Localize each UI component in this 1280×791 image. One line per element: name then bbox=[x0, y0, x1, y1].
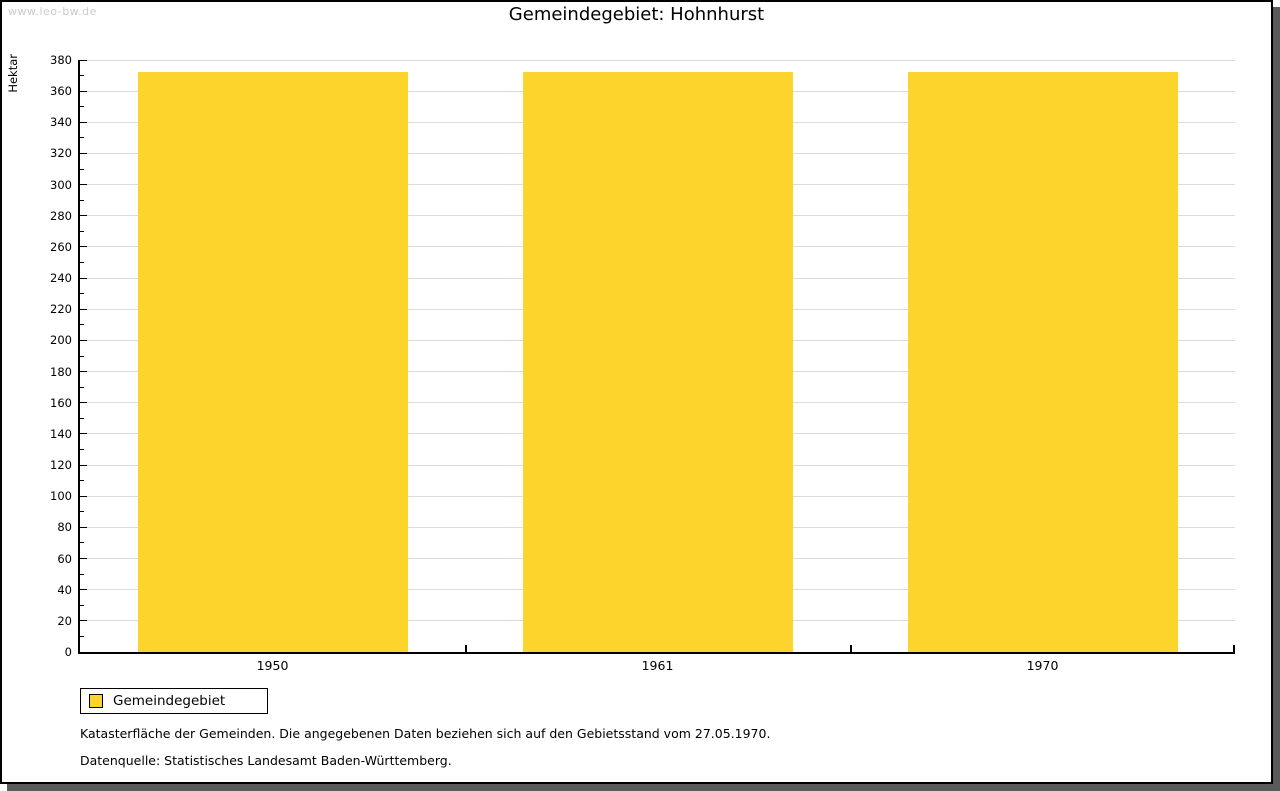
bar-1970 bbox=[907, 72, 1178, 652]
y-major-tick-360 bbox=[80, 90, 87, 92]
x-category-tick-2 bbox=[850, 645, 852, 652]
y-tick-label-20: 20 bbox=[57, 613, 72, 628]
y-major-tick-300 bbox=[80, 184, 87, 186]
y-tick-label-340: 340 bbox=[50, 115, 72, 130]
gridline-380 bbox=[80, 59, 1235, 61]
y-minor-tick-290 bbox=[80, 199, 84, 201]
y-tick-label-0: 0 bbox=[64, 645, 72, 659]
y-minor-tick-130 bbox=[80, 448, 84, 450]
y-tick-label-300: 300 bbox=[50, 177, 72, 192]
y-major-tick-180 bbox=[80, 371, 87, 373]
y-major-tick-20 bbox=[80, 620, 87, 622]
bar-1950 bbox=[137, 72, 408, 652]
x-category-label-1950: 1950 bbox=[256, 658, 289, 673]
legend-label-0: Gemeindegebiet bbox=[113, 693, 226, 709]
y-minor-tick-70 bbox=[80, 542, 84, 544]
watermark-text: www.leo-bw.de bbox=[8, 5, 97, 18]
y-tick-label-140: 140 bbox=[50, 426, 72, 441]
y-major-tick-100 bbox=[80, 495, 87, 497]
footnotes: Katasterfläche der Gemeinden. Die angege… bbox=[80, 726, 770, 780]
x-category-label-1961: 1961 bbox=[641, 658, 674, 673]
legend: Gemeindegebiet bbox=[80, 688, 269, 714]
y-minor-tick-190 bbox=[80, 355, 84, 357]
y-minor-tick-30 bbox=[80, 604, 84, 606]
plot-area: 0 20 40 60 80 100 120 140 160 180 200 220 240 260 280 3… bbox=[50, 54, 1235, 673]
y-major-tick-260 bbox=[80, 246, 87, 248]
y-major-tick-320 bbox=[80, 152, 87, 154]
y-tick-label-360: 360 bbox=[50, 84, 72, 99]
y-axis-label: Hektar bbox=[6, 54, 20, 93]
y-tick-label-160: 160 bbox=[50, 395, 72, 410]
y-major-tick-340 bbox=[80, 121, 87, 123]
y-tick-label-180: 180 bbox=[50, 364, 72, 379]
y-major-tick-140 bbox=[80, 433, 87, 435]
y-minor-tick-330 bbox=[80, 137, 84, 139]
x-category-tick-3 bbox=[1233, 645, 1235, 652]
y-minor-tick-10 bbox=[80, 635, 84, 637]
y-tick-label-220: 220 bbox=[50, 302, 72, 317]
y-major-tick-380 bbox=[80, 59, 87, 61]
y-major-tick-280 bbox=[80, 215, 87, 217]
footnote-line-1: Katasterfläche der Gemeinden. Die angege… bbox=[80, 726, 771, 741]
y-tick-label-200: 200 bbox=[50, 333, 72, 348]
y-minor-tick-50 bbox=[80, 573, 84, 575]
y-tick-label-240: 240 bbox=[50, 271, 72, 286]
y-major-tick-80 bbox=[80, 526, 87, 528]
y-minor-tick-90 bbox=[80, 511, 84, 513]
y-major-tick-120 bbox=[80, 464, 87, 466]
footnote-line-2: Datenquelle: Statistisches Landesamt Bad… bbox=[80, 753, 452, 768]
bar-1961 bbox=[522, 72, 793, 652]
y-minor-tick-310 bbox=[80, 168, 84, 170]
y-minor-tick-350 bbox=[80, 106, 84, 108]
y-minor-tick-250 bbox=[80, 262, 84, 264]
y-major-tick-160 bbox=[80, 402, 87, 404]
y-tick-label-280: 280 bbox=[50, 208, 72, 223]
y-major-tick-220 bbox=[80, 308, 87, 310]
y-major-tick-40 bbox=[80, 589, 87, 591]
y-tick-label-100: 100 bbox=[50, 489, 72, 504]
y-major-tick-60 bbox=[80, 558, 87, 560]
x-category-label-1970: 1970 bbox=[1026, 658, 1059, 673]
y-major-tick-0 bbox=[80, 651, 87, 653]
y-minor-tick-230 bbox=[80, 293, 84, 295]
y-tick-label-60: 60 bbox=[57, 551, 72, 566]
y-major-tick-240 bbox=[80, 277, 87, 279]
y-minor-tick-150 bbox=[80, 417, 84, 419]
y-tick-label-80: 80 bbox=[57, 520, 72, 535]
legend-swatch-0 bbox=[89, 694, 103, 708]
y-tick-label-260: 260 bbox=[50, 239, 72, 254]
x-category-tick-1 bbox=[465, 645, 467, 652]
y-tick-label-120: 120 bbox=[50, 458, 72, 473]
y-minor-tick-210 bbox=[80, 324, 84, 326]
y-minor-tick-170 bbox=[80, 386, 84, 388]
y-minor-tick-270 bbox=[80, 230, 84, 232]
y-tick-label-320: 320 bbox=[50, 146, 72, 161]
y-tick-label-40: 40 bbox=[57, 582, 72, 597]
chart-title: Gemeindegebiet: Hohnhurst bbox=[508, 4, 765, 25]
y-major-tick-200 bbox=[80, 339, 87, 341]
y-minor-tick-110 bbox=[80, 480, 84, 482]
y-minor-tick-370 bbox=[80, 75, 84, 77]
y-tick-label-380: 380 bbox=[50, 53, 72, 67]
